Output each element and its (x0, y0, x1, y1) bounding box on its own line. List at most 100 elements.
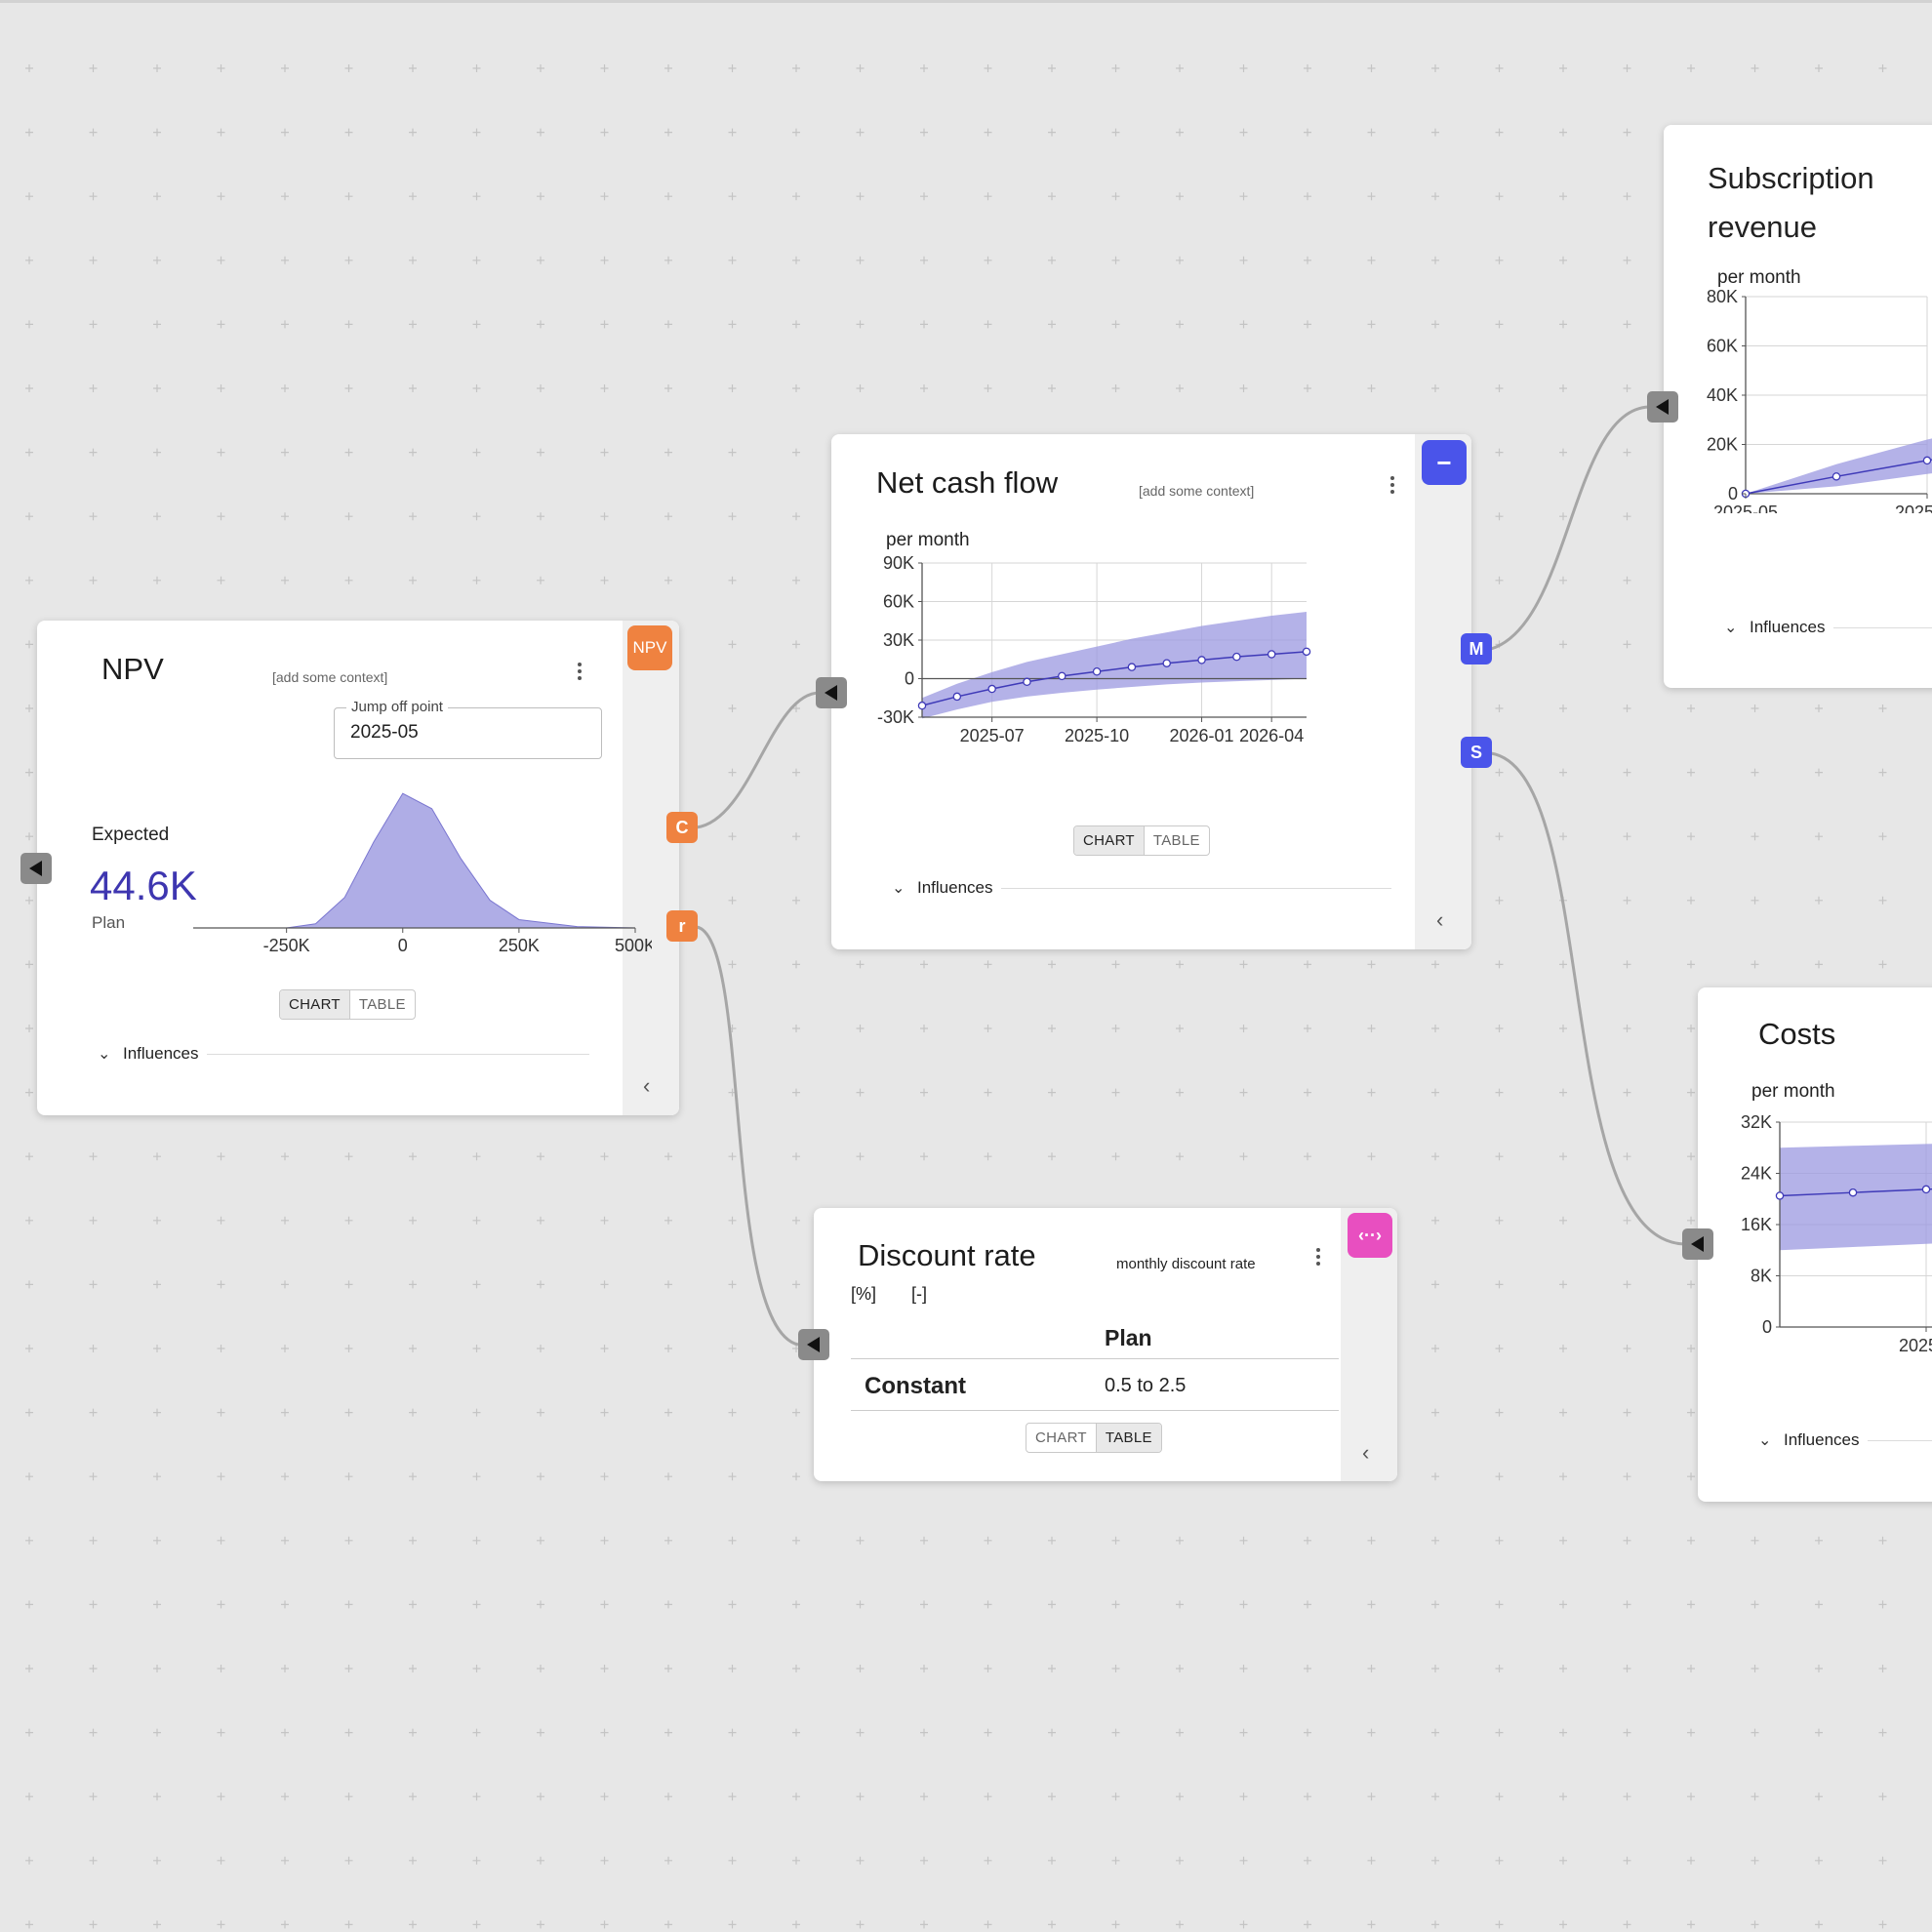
unit-dimensionless[interactable]: [-] (911, 1284, 927, 1304)
npv-input-port[interactable] (20, 853, 52, 884)
net-cash-flow-view-toggle[interactable]: CHART TABLE (1073, 825, 1210, 856)
unit-percent[interactable]: [%] (851, 1284, 877, 1304)
jump-off-point-field[interactable]: Jump off point 2025-05 (334, 699, 602, 759)
y-tick-label: 0 (1728, 484, 1738, 503)
subscription-revenue-title[interactable]: Subscription revenue (1708, 154, 1874, 252)
net-cash-flow-collapse-icon[interactable]: ‹ (1436, 907, 1444, 932)
discount-rate-menu-icon[interactable] (1315, 1248, 1321, 1268)
grid-mark (1431, 1152, 1439, 1161)
npv-collapse-icon[interactable]: ‹ (643, 1073, 651, 1098)
npv-title[interactable]: NPV (101, 652, 164, 686)
output-port-s[interactable]: S (1461, 737, 1492, 768)
npv-context[interactable]: [add some context] (272, 669, 388, 685)
npv-menu-icon[interactable] (577, 663, 583, 683)
jump-off-point-label: Jump off point (346, 699, 448, 715)
npv-view-toggle[interactable]: CHART TABLE (279, 989, 416, 1020)
grid-mark (920, 1792, 928, 1801)
grid-mark (1431, 1600, 1439, 1609)
npv-influences-toggle[interactable]: ⌄ Influences (98, 1044, 589, 1064)
grid-mark (920, 960, 928, 969)
discount-rate-node[interactable]: Discount rate monthly discount rate [%] … (814, 1208, 1397, 1481)
grid-mark (792, 192, 800, 201)
grid-mark (409, 1345, 417, 1352)
net-cash-flow-input-port[interactable] (816, 677, 847, 708)
grid-mark (153, 1728, 161, 1737)
grid-mark (856, 960, 865, 969)
discount-rate-view-toggle[interactable]: CHART TABLE (1026, 1423, 1162, 1453)
grid-mark (792, 896, 800, 905)
output-port-c[interactable]: C (666, 812, 698, 843)
grid-mark (792, 64, 800, 72)
net-cash-flow-title[interactable]: Net cash flow (876, 465, 1059, 500)
grid-mark (344, 1472, 353, 1481)
connector-m-to-subscription-revenue[interactable] (1490, 405, 1650, 651)
net-cash-flow-chart-tab[interactable]: CHART (1074, 826, 1144, 855)
grid-mark (1495, 1600, 1504, 1609)
range-type-badge[interactable]: ‹··› (1348, 1213, 1392, 1258)
grid-mark (1111, 128, 1120, 137)
costs-node[interactable]: Costs per month 0 8K 16K 24K 32K 2025-0 ⌄ Inf… (1698, 987, 1932, 1502)
costs-influences-toggle[interactable]: ⌄ Influences (1758, 1430, 1932, 1450)
grid-mark (920, 1600, 928, 1609)
subtract-operation-badge[interactable]: − (1422, 440, 1467, 485)
x-tick-label: 2025-10 (1065, 726, 1129, 745)
grid-mark (856, 1152, 865, 1161)
grid-mark (1431, 384, 1439, 392)
plan-value-cell[interactable]: 0.5 to 2.5 (1105, 1375, 1187, 1396)
discount-rate-chart-tab[interactable]: CHART (1035, 1429, 1087, 1446)
grid-mark (984, 1152, 992, 1161)
grid-mark (1111, 960, 1120, 969)
grid-mark (1495, 576, 1504, 584)
net-cash-flow-menu-icon[interactable] (1389, 476, 1395, 497)
discount-rate-table: Plan Constant 0.5 to 2.5 (851, 1315, 1339, 1411)
costs-title[interactable]: Costs (1758, 1017, 1836, 1051)
x-tick-label: 0 (398, 936, 408, 952)
grid-mark (25, 640, 33, 649)
discount-rate-input-port[interactable] (798, 1329, 829, 1360)
subscription-revenue-node[interactable]: Subscription revenue per month 0 20K 40K 60… (1664, 125, 1932, 688)
data-point (1058, 671, 1067, 681)
net-cash-flow-table-tab[interactable]: TABLE (1143, 826, 1209, 855)
grid-mark (472, 320, 481, 329)
grid-mark (792, 1216, 800, 1225)
net-cash-flow-node[interactable]: Net cash flow [add some context] per mon… (831, 434, 1471, 949)
subscription-revenue-input-port[interactable] (1647, 391, 1678, 423)
table-row: Constant 0.5 to 2.5 (851, 1359, 1339, 1411)
grid-mark (1878, 768, 1887, 777)
net-cash-flow-context[interactable]: [add some context] (1139, 483, 1255, 499)
grid-mark (409, 576, 417, 584)
grid-mark (1304, 64, 1311, 72)
grid-mark (600, 448, 609, 457)
grid-mark (792, 704, 800, 712)
discount-rate-table-tab[interactable]: TABLE (1095, 1424, 1161, 1452)
npv-node[interactable]: NPV [add some context] Jump off point 20… (37, 621, 679, 1115)
grid-mark (664, 64, 672, 72)
grid-mark (1751, 960, 1759, 969)
net-cash-flow-influences-toggle[interactable]: ⌄ Influences (892, 878, 1391, 898)
discount-rate-title[interactable]: Discount rate (858, 1238, 1036, 1272)
grid-mark (1176, 192, 1184, 201)
output-port-r[interactable]: r (666, 910, 698, 942)
npv-chart-tab[interactable]: CHART (280, 990, 349, 1019)
grid-mark (344, 1856, 353, 1865)
subscription-revenue-influences-toggle[interactable]: ⌄ Influences (1724, 618, 1932, 637)
costs-input-port[interactable] (1682, 1228, 1713, 1260)
connector-c-to-net-cash-flow[interactable] (696, 691, 821, 829)
discount-rate-collapse-icon[interactable]: ‹ (1362, 1440, 1370, 1465)
grid-mark (25, 1665, 33, 1672)
connector-r-to-discount-rate[interactable] (696, 925, 799, 1347)
npv-table-tab[interactable]: TABLE (348, 990, 415, 1019)
grid-mark (281, 1600, 289, 1609)
grid-mark (281, 128, 289, 137)
npv-type-badge[interactable]: NPV (627, 625, 672, 670)
grid-mark (1431, 1345, 1439, 1352)
connector-s-to-costs[interactable] (1490, 751, 1685, 1246)
discount-rate-context[interactable]: monthly discount rate (1116, 1256, 1256, 1272)
y-tick-label: 60K (883, 592, 914, 612)
output-port-m[interactable]: M (1461, 633, 1492, 664)
grid-mark (344, 1665, 353, 1672)
grid-mark (856, 1728, 865, 1737)
grid-mark (153, 320, 161, 329)
grid-mark (537, 1600, 544, 1609)
